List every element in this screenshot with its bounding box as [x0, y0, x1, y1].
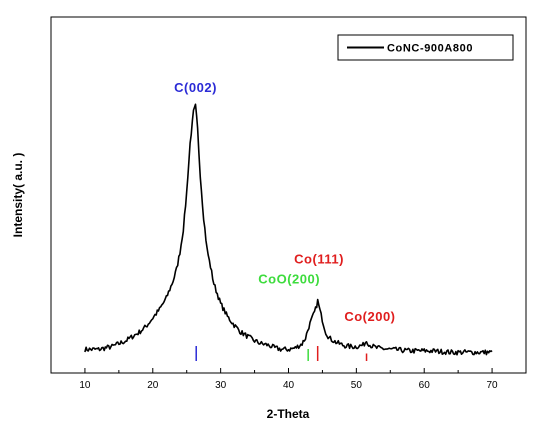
peak-annotation: Co(200): [344, 309, 395, 324]
plot-area-frame: [50, 16, 527, 374]
series-layer: [84, 103, 493, 356]
x-tick-label: 50: [351, 380, 363, 391]
y-axis-label: Intensity( a.u. ): [11, 153, 25, 238]
legend: CoNC-900A800: [337, 34, 514, 61]
x-tick-label: 20: [147, 380, 159, 391]
x-tick-label: 40: [283, 380, 295, 391]
x-tick-label: 70: [487, 380, 499, 391]
peak-annotation: Co(111): [294, 252, 344, 267]
peak-annotations: C(002) CoO(200) Co(111) Co(200): [174, 80, 395, 324]
legend-label: CoNC-900A800: [387, 43, 473, 55]
peak-annotation: CoO(200): [258, 272, 320, 287]
x-axis-ticks: 10 20 30 40 50 60 70: [79, 368, 498, 391]
peak-annotation: C(002): [174, 80, 217, 95]
series-line-conc-900a800: [84, 103, 493, 356]
x-tick-label: 10: [79, 380, 91, 391]
reference-ticks: [195, 346, 368, 361]
x-axis-label: 2-Theta: [267, 407, 310, 421]
x-tick-label: 30: [215, 380, 227, 391]
x-tick-label: 60: [419, 380, 431, 391]
